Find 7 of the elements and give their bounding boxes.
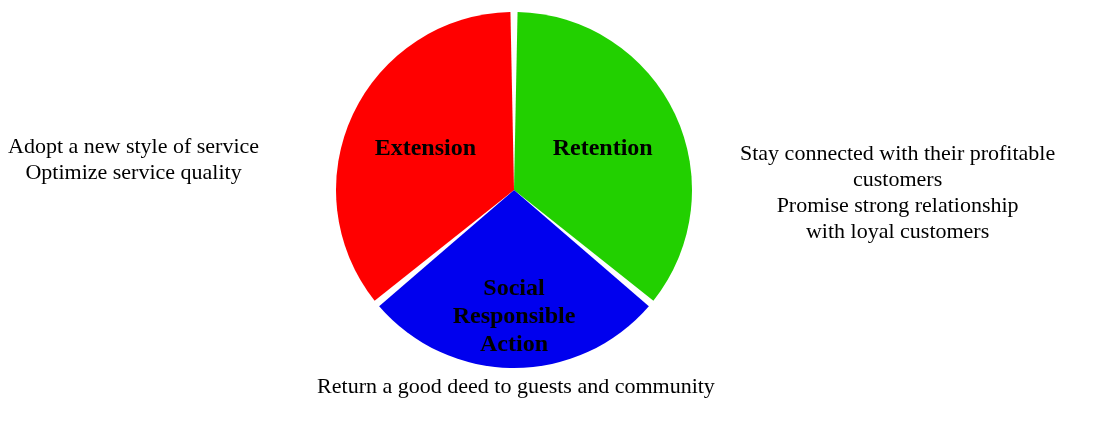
- slice-label: Extension: [374, 134, 477, 161]
- text: Adopt a new style of service Optimize service quality: [8, 133, 260, 185]
- slice-label: Retention: [552, 134, 653, 161]
- slice-label: Social Responsible Action: [452, 274, 576, 356]
- text: Return a good deed to guests and community: [316, 373, 716, 399]
- pie-slice: [379, 190, 649, 368]
- text: Stay connected with their profitable customers Promise strong relationship with loyal customers: [740, 140, 1056, 244]
